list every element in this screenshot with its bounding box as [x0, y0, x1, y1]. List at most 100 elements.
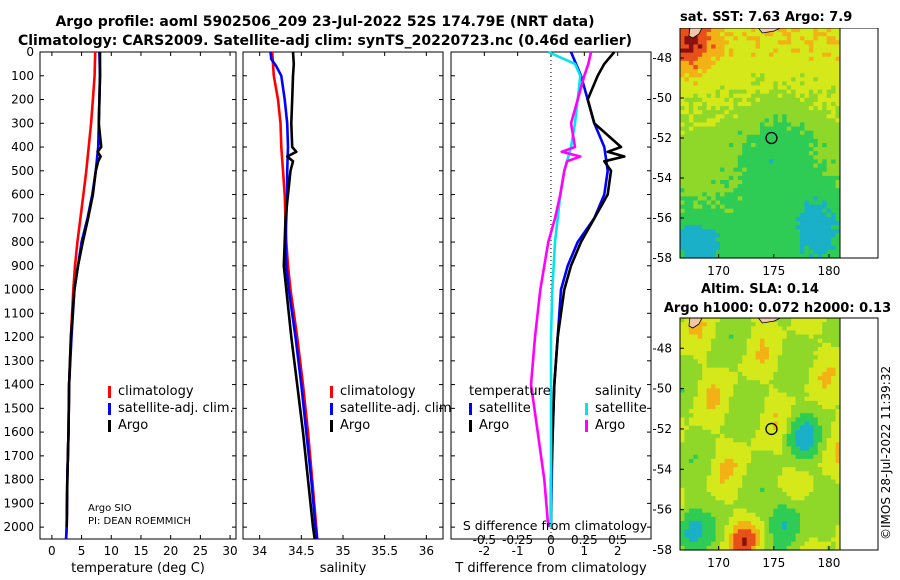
y-tick-label: 1800	[3, 473, 34, 487]
series-line-argo	[282, 51, 316, 540]
argo-swatch	[108, 419, 111, 432]
satellite-swatch	[108, 402, 111, 415]
timestamp: ©IMOS 28-Jul-2022 11:39:32	[879, 365, 893, 540]
legend-item-climatology: climatology	[108, 383, 234, 400]
y-tick-label: 200	[11, 93, 34, 107]
y-tick-label: -58	[652, 543, 672, 557]
y-tick-label: 400	[11, 140, 34, 154]
land-patch	[688, 28, 703, 39]
legend-label: satellite	[595, 401, 647, 416]
legend-item-satellite: satellite-adj. clim.	[330, 400, 456, 417]
y-tick-label: -54	[652, 171, 672, 185]
satellite-swatch	[469, 402, 472, 415]
plot-frame	[39, 51, 237, 540]
series-line-salinity-argo	[529, 51, 593, 528]
x-tick-label-secondary: 0.25	[571, 533, 598, 547]
sla-map-subtitle: Argo h1000: 0.072 h2000: 0.13	[663, 301, 892, 316]
y-tick-label: -52	[652, 422, 672, 436]
y-tick-label: 1500	[3, 401, 34, 415]
legend-label: Argo	[340, 418, 371, 433]
x-axis-label: T difference from climatology	[454, 561, 647, 576]
salinity-legend: climatology satellite-adj. clim. Argo	[330, 383, 456, 434]
difference-legend-temperature: temperature satellite Argo	[469, 383, 551, 434]
argo-swatch	[585, 419, 588, 432]
legend-label: satellite-adj. clim.	[340, 401, 456, 416]
legend-item-satellite: satellite-adj. clim.	[108, 400, 234, 417]
x-tick-label-secondary: 0	[547, 533, 555, 547]
y-tick-label: 1400	[3, 378, 34, 392]
argo-swatch	[469, 419, 472, 432]
float-position-marker	[765, 422, 778, 436]
x-tick-label: 34.5	[288, 544, 315, 558]
y-tick-label: 100	[11, 69, 34, 83]
x-tick-label: 10	[104, 544, 119, 558]
credit-line1: Argo SIO	[88, 503, 132, 514]
legend-item-argo: Argo	[330, 417, 456, 434]
legend-label: climatology	[118, 384, 194, 399]
y-tick-label: 1300	[3, 354, 34, 368]
y-tick-label: 1000	[3, 283, 34, 297]
colorbar-box	[839, 28, 879, 259]
land-patch	[757, 28, 781, 34]
x-tick-label: 5	[78, 544, 86, 558]
y-tick-label: 1200	[3, 330, 34, 344]
x-tick-label: 0	[547, 544, 555, 558]
legend-title-temperature: temperature	[469, 384, 551, 399]
y-tick-label: -58	[652, 251, 672, 265]
x-tick-label: 170	[707, 556, 730, 570]
x-tick-label: -2	[478, 544, 490, 558]
map-cells	[680, 318, 841, 551]
float-position-marker	[765, 131, 778, 145]
x-tick-label: 1	[581, 544, 589, 558]
x-tick-label: 170	[707, 264, 730, 278]
legend-item-temp-satellite: satellite	[469, 400, 551, 417]
argo-swatch	[330, 419, 333, 432]
y-tick-label: 700	[11, 211, 34, 225]
temperature-legend: climatology satellite-adj. clim. Argo	[108, 383, 234, 434]
plot-frame	[242, 51, 444, 540]
legend-item-sal-argo: Argo	[585, 417, 647, 434]
y-tick-label: 300	[11, 116, 34, 130]
y-tick-label: 0	[26, 45, 34, 59]
y-tick-label: -52	[652, 131, 672, 145]
x-tick-label: 180	[818, 556, 841, 570]
credit-line2: PI: DEAN ROEMMICH	[88, 516, 191, 527]
figure-title-line2: Climatology: CARS2009. Satellite-adj cli…	[17, 33, 633, 49]
legend-label: Argo	[479, 418, 510, 433]
x-tick-label: 180	[818, 264, 841, 278]
x-axis-label: temperature (deg C)	[71, 561, 205, 576]
climatology-swatch	[330, 385, 333, 398]
x-tick-label-secondary: 0.5	[608, 533, 627, 547]
y-tick-label: -56	[652, 503, 672, 517]
sla-map: 170 175 180 -48 -50 -52 -54 -56 -58	[652, 317, 879, 570]
legend-label: satellite	[479, 401, 531, 416]
difference-plot: -2 -1 0 1 2 T difference from climatology S di…	[450, 50, 652, 576]
x-tick-label: 34	[252, 544, 267, 558]
legend-item-sal-satellite: satellite	[585, 400, 647, 417]
difference-legend-salinity: salinity satellite Argo	[585, 383, 647, 434]
y-tick-label: -50	[652, 382, 672, 396]
x-tick-label: 25	[193, 544, 208, 558]
credit: Argo SIO PI: DEAN ROEMMICH	[88, 502, 191, 528]
figure-title-line1: Argo profile: aoml 5902506_209 23-Jul-20…	[55, 14, 595, 30]
legend-item-argo: Argo	[108, 417, 234, 434]
y-tick-label: 2000	[3, 520, 34, 534]
temperature-plot: 0100200300400500600700800900100011001200…	[3, 45, 237, 576]
y-tick-label: -56	[652, 211, 672, 225]
map-cells	[680, 28, 841, 259]
legend-label: satellite-adj. clim.	[118, 401, 234, 416]
x-tick-label: 30	[222, 544, 237, 558]
y-tick-label: 1600	[3, 425, 34, 439]
x-tick-label: 35	[335, 544, 350, 558]
x-tick-label: 36	[419, 544, 434, 558]
y-tick-label: -50	[652, 91, 672, 105]
y-tick-label: 800	[11, 235, 34, 249]
x-axis-label: salinity	[320, 561, 367, 576]
y-tick-label: -48	[652, 341, 672, 355]
series-line-temperature-argo	[549, 51, 626, 528]
legend-item-climatology: climatology	[330, 383, 456, 400]
sla-map-title: Altim. SLA: 0.14	[701, 282, 819, 297]
x-tick-label: 175	[762, 556, 785, 570]
salinity-plot: 34 34.5 35 35.5 36 salinity	[242, 51, 444, 576]
y-tick-label: 1900	[3, 496, 34, 510]
